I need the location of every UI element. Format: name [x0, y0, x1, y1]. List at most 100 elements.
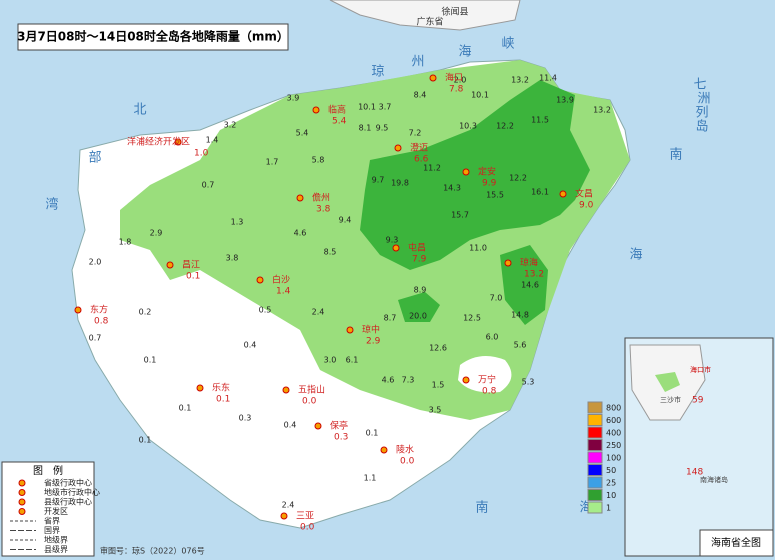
- rain-10-25: [500, 245, 548, 325]
- city-value: 0.0: [300, 523, 315, 533]
- scale-swatch: [587, 426, 603, 439]
- station-value: 13.9: [556, 96, 574, 105]
- station-value: 7.3: [402, 376, 415, 385]
- scale-label: 50: [606, 466, 616, 475]
- station-value: 12.2: [496, 122, 514, 131]
- station-value: 6.0: [486, 333, 499, 342]
- station-value: 1.8: [119, 238, 132, 247]
- city-marker: [429, 74, 437, 82]
- station-value: 7.2: [409, 129, 422, 138]
- city-value: 9.0: [579, 201, 594, 211]
- station-value: 10.1: [471, 91, 489, 100]
- sea-label: 南: [669, 147, 682, 163]
- scale-swatch: [587, 401, 603, 414]
- sea-label: 列: [695, 106, 708, 121]
- station-value: 5.8: [312, 156, 325, 165]
- city-name: 白沙: [272, 274, 290, 286]
- city-name: 昌江: [182, 260, 200, 271]
- station-value: 9.7: [372, 176, 385, 185]
- rain-10-25: [360, 80, 590, 270]
- station-value: 1.7: [266, 158, 279, 167]
- station-value: 3.2: [224, 121, 237, 130]
- scale-label: 800: [606, 404, 621, 413]
- city-marker: [462, 168, 470, 176]
- city-marker: [74, 306, 82, 314]
- city-value: 1.4: [276, 287, 291, 297]
- station-value: 3.9: [287, 94, 300, 103]
- station-value: 3.5: [429, 406, 442, 415]
- station-value: 1.5: [432, 381, 445, 390]
- station-value: 8.5: [324, 248, 337, 257]
- city-name: 东方: [90, 304, 108, 316]
- legend-item: 地级市行政中心: [44, 487, 100, 497]
- station-value: 1.1: [364, 474, 377, 483]
- station-value: 12.5: [463, 314, 481, 323]
- station-value: 8.9: [414, 286, 427, 295]
- station-value: 0.7: [202, 181, 215, 190]
- station-value: 15.7: [451, 211, 469, 220]
- scale-swatch: [587, 489, 603, 501]
- station-value: 5.3: [522, 378, 535, 387]
- city-marker: [380, 446, 388, 454]
- rain-0-1: [458, 356, 512, 393]
- city-name: 保亭: [330, 420, 348, 432]
- city-name: 五指山: [298, 384, 325, 396]
- city-marker: [280, 512, 288, 520]
- inset-value: 59: [692, 396, 704, 406]
- station-value: 8.7: [384, 314, 397, 323]
- city-marker: [559, 190, 567, 198]
- scale-label: 10: [606, 491, 616, 500]
- station-value: 12.6: [429, 344, 447, 353]
- legend-item: 国界: [44, 526, 60, 535]
- city-marker: [314, 422, 322, 430]
- station-value: 2.4: [312, 308, 325, 317]
- scale-swatch: [587, 451, 603, 464]
- city-value: 0.1: [186, 272, 200, 282]
- sea-label: 洲: [697, 92, 710, 107]
- city-marker: [296, 194, 304, 202]
- station-value: 14.3: [443, 184, 461, 193]
- sea-label: 七: [693, 78, 706, 93]
- legend-item: 地级界: [44, 535, 68, 545]
- scale-label: 600: [606, 416, 621, 425]
- station-value: 0.4: [244, 341, 257, 350]
- city-value: 0.1: [216, 395, 230, 405]
- city-value: 7.9: [412, 255, 427, 265]
- station-value: 5.4: [296, 129, 309, 138]
- station-value: 4.6: [294, 229, 307, 238]
- sea-label: 琼: [371, 65, 384, 80]
- station-value: 0.5: [259, 306, 272, 315]
- scale-label: 100: [606, 454, 621, 463]
- sea-label: 部: [88, 151, 101, 166]
- station-value: 11.2: [423, 164, 441, 173]
- station-value: 6.1: [346, 356, 359, 365]
- scale-swatch: [587, 439, 603, 451]
- city-value: 0.3: [334, 433, 348, 443]
- city-name: 屯昌: [408, 242, 426, 254]
- city-marker: [392, 244, 400, 252]
- city-name: 三亚: [296, 511, 314, 522]
- rain-10-25: [398, 292, 440, 322]
- city-value: 13.2: [524, 270, 544, 280]
- scale-swatch: [587, 476, 603, 489]
- station-value: 11.0: [469, 244, 487, 253]
- city-marker: [196, 384, 204, 392]
- city-marker: [462, 376, 470, 384]
- station-value: 3.7: [379, 103, 392, 112]
- station-value: 0.7: [89, 334, 102, 343]
- scale-swatch: [587, 501, 603, 514]
- legend-symbol: [18, 479, 26, 487]
- station-value: 0.1: [179, 404, 192, 413]
- city-name: 定安: [478, 166, 496, 178]
- city-value: 5.4: [332, 117, 347, 127]
- approval: 审图号：琼S（2022）076号: [100, 546, 205, 556]
- city-marker: [312, 106, 320, 114]
- city-name: 琼海: [520, 257, 538, 269]
- scale-label: 250: [606, 441, 621, 450]
- station-value: 15.5: [486, 191, 504, 200]
- station-value: 13.2: [593, 106, 611, 115]
- station-value: 13.2: [511, 76, 529, 85]
- city-name: 陵水: [396, 444, 414, 456]
- station-value: 4.6: [382, 376, 395, 385]
